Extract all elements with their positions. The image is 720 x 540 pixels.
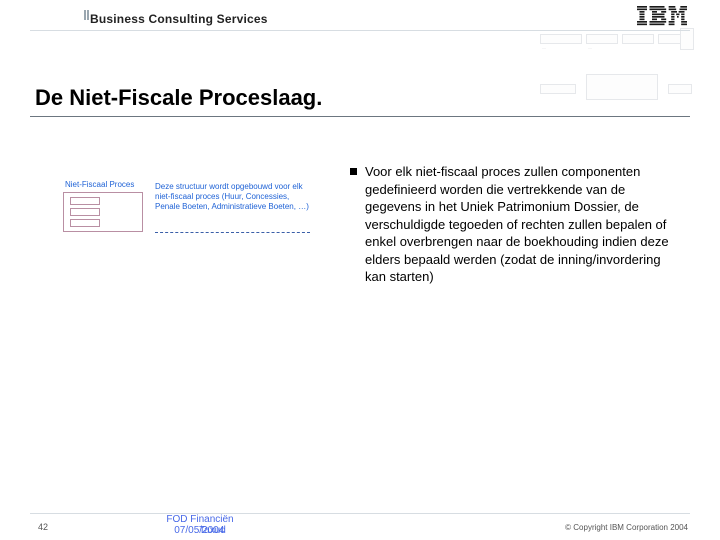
bullet-square-icon [350,168,357,175]
left-diagram-sub-box-1 [70,197,100,205]
footer: 42 FOD Financiën 07/05/2004 Taxud © Copy… [0,505,720,540]
bullet-block: Voor elk niet-fiscaal proces zullen comp… [350,163,680,286]
footer-center: FOD Financiën 07/05/2004 Taxud [125,514,275,536]
bullet-text: Voor elk niet-fiscaal proces zullen comp… [365,163,680,286]
left-diagram: Niet-Fiscaal Proces Deze structuur wordt… [63,192,313,262]
footer-mid-line2: 07/05/2004 Taxud [125,525,275,536]
header-tick-marks [84,6,90,24]
bullet-item: Voor elk niet-fiscaal proces zullen comp… [350,163,680,286]
title-underline [30,116,690,117]
left-diagram-box-label: Niet-Fiscaal Proces [65,180,134,189]
page-number: 42 [38,522,48,532]
header: Business Consulting Services [90,10,690,30]
slide: — — Business Consulting Services [0,0,720,540]
footer-copyright: © Copyright IBM Corporation 2004 [565,523,688,532]
header-org-line: Business Consulting Services [90,12,268,26]
left-diagram-description: Deze structuur wordt opgebouwd voor elk … [155,182,313,212]
footer-mid-line1: FOD Financiën [125,514,275,525]
header-rule [30,30,690,31]
slide-title: De Niet-Fiscale Proceslaag. [35,85,322,111]
left-diagram-sub-box-2 [70,208,100,216]
left-diagram-sub-box-3 [70,219,100,227]
left-diagram-main-box [63,192,143,232]
ibm-logo [636,6,688,26]
left-diagram-dashed-line [155,232,310,233]
ghost-background-diagram: — — [540,28,700,108]
